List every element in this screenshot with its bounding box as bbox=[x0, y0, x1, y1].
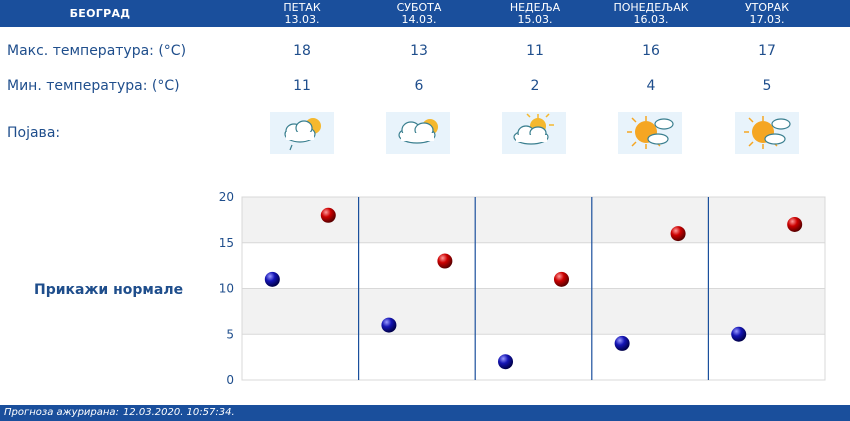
max-temp-marker bbox=[553, 271, 569, 287]
min-temp-value: 5 bbox=[762, 78, 772, 94]
day-date: 16.03. bbox=[633, 12, 669, 26]
grid-band bbox=[242, 197, 825, 243]
footer-timestamp: 12.03.2020. 10:57:34. bbox=[122, 407, 235, 418]
city-name: БЕОГРАД bbox=[69, 7, 131, 20]
min-temp-value: 2 bbox=[530, 78, 540, 94]
show-normals-button[interactable]: Прикажи нормале bbox=[34, 282, 184, 298]
day-name: ПЕТАК bbox=[283, 0, 321, 14]
min-temp-value: 11 bbox=[293, 78, 311, 94]
day-date: 14.03. bbox=[401, 12, 437, 26]
footer-bar: Прогноза ажурирана: 12.03.2020. 10:57:34. bbox=[0, 405, 850, 421]
max-temp-marker bbox=[670, 226, 686, 242]
phenomenon-label: Појава: bbox=[7, 125, 61, 141]
max-temp-value: 16 bbox=[642, 43, 660, 59]
y-tick-label: 15 bbox=[219, 236, 234, 250]
forecast-header: БЕОГРАД ПЕТАК 13.03. СУБОТА 14.03. НЕДЕЉ… bbox=[0, 0, 850, 27]
max-temp-value: 13 bbox=[410, 43, 428, 59]
min-temp-value: 4 bbox=[646, 78, 656, 94]
day-date: 13.03. bbox=[284, 12, 320, 26]
sunny-clouds-icon bbox=[735, 112, 799, 154]
partly-cloudy-drizzle-icon bbox=[270, 112, 334, 154]
day-header-3: НЕДЕЉА 15.03. bbox=[490, 0, 580, 27]
day-header-2: СУБОТА 14.03. bbox=[374, 0, 464, 27]
grid-band bbox=[242, 242, 825, 289]
grid-band bbox=[242, 334, 825, 380]
day-name: УТОРАК bbox=[744, 0, 790, 14]
partly-cloudy-icon bbox=[502, 112, 566, 154]
min-temp-marker bbox=[731, 326, 747, 342]
y-tick-label: 0 bbox=[226, 373, 234, 387]
max-temp-label: Макс. температура: (°C) bbox=[7, 43, 187, 59]
day-date: 17.03. bbox=[749, 12, 785, 26]
max-temp-marker bbox=[787, 216, 803, 232]
day-date: 15.03. bbox=[517, 12, 553, 26]
min-temp-marker bbox=[614, 335, 630, 351]
y-tick-label: 20 bbox=[219, 190, 234, 204]
y-tick-label: 10 bbox=[219, 282, 234, 296]
max-temp-value: 17 bbox=[758, 43, 776, 59]
temperature-chart: 0 5 10 15 20 bbox=[219, 190, 826, 387]
day-name: ПОНЕДЕЉАК bbox=[613, 0, 689, 14]
grid-band bbox=[242, 288, 825, 335]
sunny-clouds-icon bbox=[618, 112, 682, 154]
day-name: СУБОТА bbox=[396, 0, 442, 14]
day-header-1: ПЕТАК 13.03. bbox=[257, 0, 347, 27]
y-tick-label: 5 bbox=[226, 327, 234, 341]
min-temp-label: Мин. температура: (°C) bbox=[7, 78, 180, 94]
max-temp-marker bbox=[437, 253, 453, 269]
day-header-5: УТОРАК 17.03. bbox=[722, 0, 812, 27]
min-temp-marker bbox=[264, 271, 280, 287]
day-header-4: ПОНЕДЕЉАК 16.03. bbox=[606, 0, 696, 27]
max-temp-marker bbox=[320, 207, 336, 223]
min-temp-value: 6 bbox=[414, 78, 424, 94]
min-temp-marker bbox=[381, 317, 397, 333]
footer-label: Прогноза ажурирана: bbox=[4, 407, 119, 418]
cloudy-sun-icon bbox=[386, 112, 450, 154]
min-temp-marker bbox=[498, 354, 514, 370]
plot-border bbox=[241, 196, 826, 381]
day-name: НЕДЕЉА bbox=[509, 0, 561, 14]
max-temp-value: 11 bbox=[526, 43, 544, 59]
max-temp-value: 18 bbox=[293, 43, 311, 59]
